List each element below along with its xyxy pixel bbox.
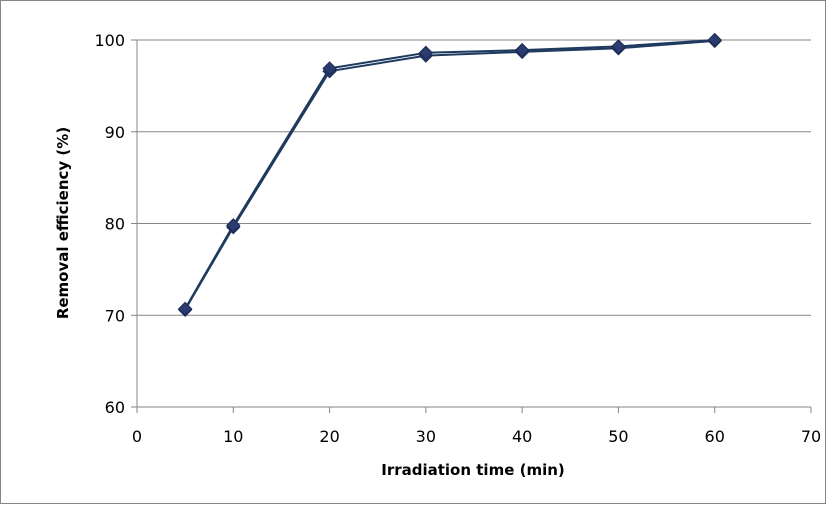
data-series [177, 32, 722, 317]
series-1-point-5 [611, 39, 626, 54]
series-1-point-0 [177, 301, 193, 317]
x-tick-label-0: 0 [132, 427, 142, 446]
x-tick-label-20: 20 [319, 427, 339, 446]
series-1-point-1 [226, 218, 241, 233]
x-tick-label-60: 60 [705, 427, 725, 446]
series-1-point-4 [514, 42, 530, 58]
y-axis-title: Removal efficiency (%) [54, 127, 72, 319]
x-tick-label-30: 30 [416, 427, 436, 446]
grid-lines [137, 39, 811, 316]
y-tick-label-70: 70 [105, 306, 125, 325]
x-tick-label-50: 50 [608, 427, 628, 446]
y-tick-label-90: 90 [105, 123, 125, 142]
axes [131, 39, 812, 413]
x-tick-label-70: 70 [801, 427, 821, 446]
x-tick-label-40: 40 [512, 427, 532, 446]
tick-labels: 60 70 80 90 100 0 10 20 30 40 50 60 70 [94, 31, 821, 446]
y-tick-label-80: 80 [105, 215, 125, 234]
series-1-point-3 [418, 45, 434, 61]
series-1-point-2 [322, 61, 337, 76]
series-1-line [184, 39, 715, 310]
x-tick-label-10: 10 [223, 427, 243, 446]
series-1-point-6 [707, 32, 722, 48]
y-tick-label-100: 100 [94, 31, 125, 50]
x-axis-title: Irradiation time (min) [381, 461, 565, 479]
y-tick-label-60: 60 [105, 398, 125, 417]
